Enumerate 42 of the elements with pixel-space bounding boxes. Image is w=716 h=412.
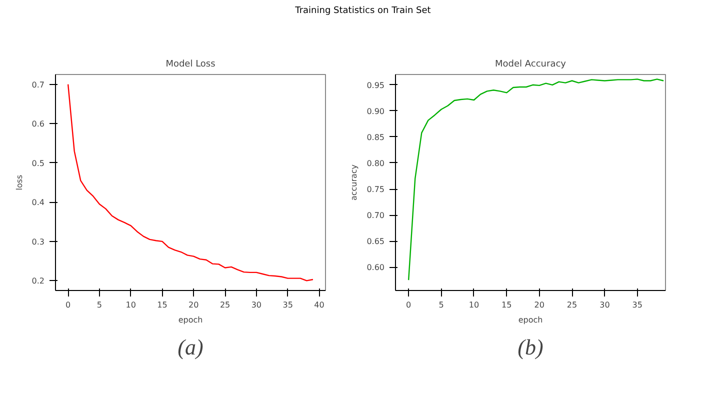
chart-title: Model Loss	[166, 60, 216, 70]
x-tick-label: 25	[220, 300, 230, 310]
x-tick-label: 35	[632, 300, 642, 310]
x-tick-label: 30	[251, 300, 262, 310]
y-tick-label: 0.65	[366, 237, 384, 246]
text: Training Statistics on Train Set	[295, 5, 431, 18]
x-tick-label: 40	[314, 300, 324, 310]
x-tick-label: 0	[66, 300, 71, 310]
y-tick-label: 0.60	[366, 263, 384, 272]
y-tick-label: 0.3	[32, 237, 45, 246]
y-axis-title: loss	[14, 174, 24, 190]
x-tick-label: 10	[468, 300, 480, 310]
x-tick-label: 0	[406, 300, 412, 310]
x-tick-label: 5	[438, 300, 444, 310]
x-tick-label: 10	[126, 300, 136, 310]
y-tick-label: 0.5	[32, 158, 45, 168]
y-tick-label: 0.70	[366, 211, 384, 220]
text: (b)	[518, 334, 544, 360]
y-tick-label: 0.95	[366, 80, 384, 90]
y-tick-label: 0.80	[366, 158, 384, 168]
x-tick-label: 15	[157, 300, 168, 310]
y-tick-label: 0.7	[32, 80, 45, 90]
x-tick-label: 35	[282, 300, 293, 310]
x-tick-label: 15	[502, 300, 512, 310]
y-tick-label: 0.85	[366, 132, 384, 142]
y-tick-label: 0.2	[32, 276, 45, 286]
line-series	[408, 78, 664, 281]
y-tick-label: 0.90	[366, 106, 384, 116]
x-axis-title: epoch	[178, 316, 203, 324]
x-tick-label: 5	[96, 300, 102, 310]
x-axis-title: epoch	[518, 316, 543, 324]
x-tick-label: 20	[534, 300, 544, 310]
y-tick-label: 0.75	[366, 185, 384, 194]
y-tick-label: 0.6	[32, 120, 45, 129]
x-tick-label: 25	[566, 300, 578, 310]
x-tick-label: 30	[600, 300, 610, 310]
line-series	[67, 84, 314, 282]
text: (a)	[178, 334, 204, 360]
y-tick-label: 0.4	[32, 198, 45, 208]
y-axis-title: accuracy	[350, 164, 359, 201]
x-tick-label: 20	[188, 300, 199, 310]
chart-title: Model Accuracy	[495, 60, 567, 70]
